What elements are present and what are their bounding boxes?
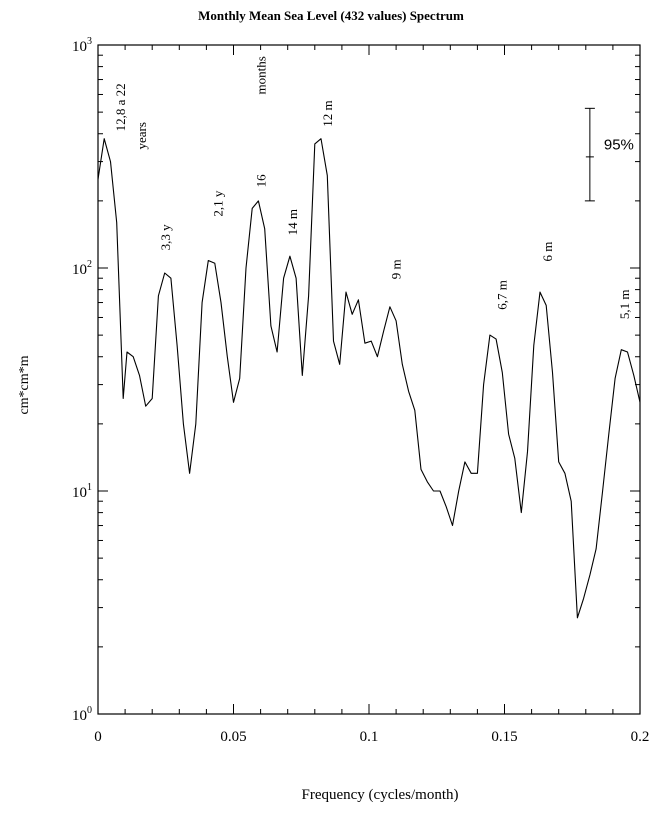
x-tick-label: 0 [94,729,102,745]
confidence-label: 95% [604,136,634,153]
y-tick-label: 103 [72,36,92,55]
x-tick-label: 0.05 [220,729,246,745]
peak-annotation: 5,1 m [617,289,632,319]
peak-annotation: months [254,56,269,94]
peak-annotation: 6 m [540,242,555,262]
peak-annotation: 2,1 y [211,190,226,217]
peak-annotation: 3,3 y [158,224,173,251]
x-tick-label: 0.15 [491,729,517,745]
spectrum-line [97,138,641,619]
peak-annotation: 6,7 m [494,280,509,310]
peak-annotation: years [134,122,149,149]
chart-title: Monthly Mean Sea Level (432 values) Spec… [198,8,464,23]
y-tick-label: 100 [72,705,92,724]
peak-annotation: 14 m [285,209,300,235]
x-tick-label: 0.1 [360,729,379,745]
peak-annotation: 12,8 a 22 [113,83,128,131]
peak-annotation: 12 m [320,100,335,126]
x-tick-label: 0.2 [631,729,650,745]
y-tick-label: 101 [72,482,92,501]
y-tick-label: 102 [72,259,92,278]
x-axis-label: Frequency (cycles/month) [301,787,459,803]
peak-annotation: 9 m [388,259,403,279]
peak-annotation: 16 [254,174,269,188]
